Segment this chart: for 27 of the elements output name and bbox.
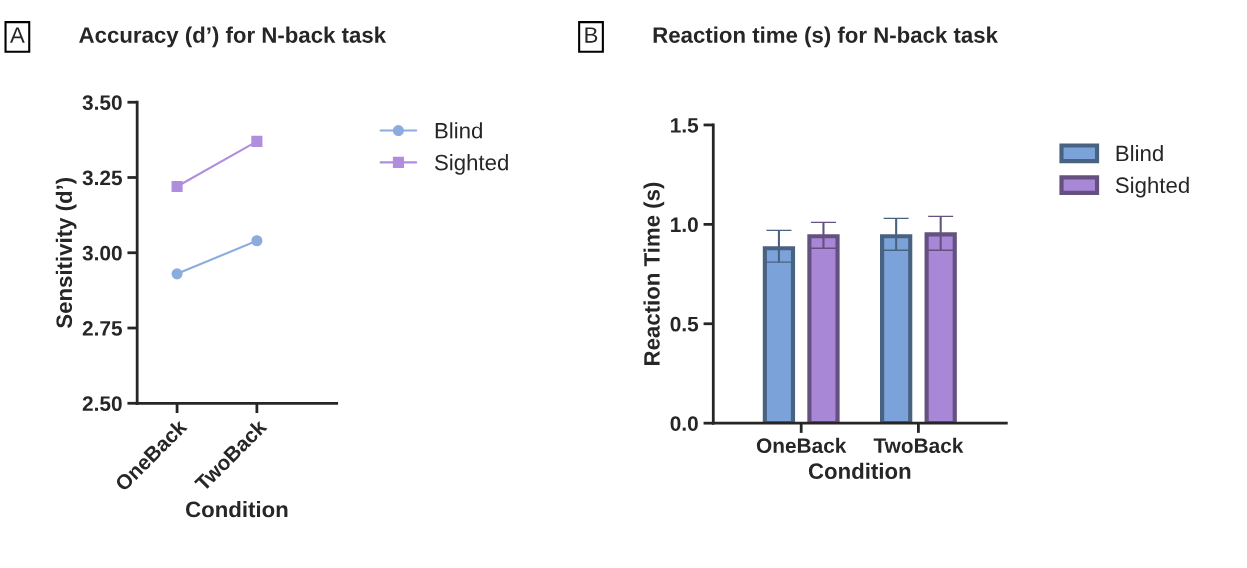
chart-title: Accuracy (d’) for N-back task — [79, 26, 387, 48]
point — [171, 180, 183, 193]
y-tick-label: 3.25 — [82, 170, 123, 186]
x-axis-title: Condition — [186, 501, 288, 518]
y-tick-label: 0.5 — [670, 316, 699, 332]
legend-label: Sighted — [434, 154, 508, 175]
text: A — [10, 27, 25, 43]
y-tick-label: 3.50 — [82, 95, 122, 111]
y-tick-label: 1.0 — [671, 217, 698, 233]
point — [251, 135, 263, 147]
y-tick-label: 1.5 — [671, 118, 699, 133]
legend-label: Blind — [1116, 144, 1163, 162]
legend-label: Sighted — [1115, 176, 1189, 198]
x-tick-label: TwoBack — [873, 437, 964, 454]
chart-title: Reaction time (s) for N-back task — [653, 26, 998, 48]
y-tick-label: 2.75 — [82, 321, 123, 336]
y-axis-title: Sensitivity (d’) — [55, 177, 77, 329]
y-tick-label: 2.50 — [82, 396, 122, 412]
legend-label: Blind — [435, 122, 482, 139]
x-axis-title: Condition — [808, 462, 911, 480]
text: B — [585, 27, 598, 43]
x-tick-label: OneBack — [756, 437, 847, 454]
y-tick-label: 0.0 — [670, 416, 698, 431]
y-tick-label: 3.00 — [82, 245, 122, 261]
y-axis-title: Reaction Time (s) — [643, 182, 665, 365]
point — [251, 235, 263, 247]
point — [171, 268, 183, 280]
